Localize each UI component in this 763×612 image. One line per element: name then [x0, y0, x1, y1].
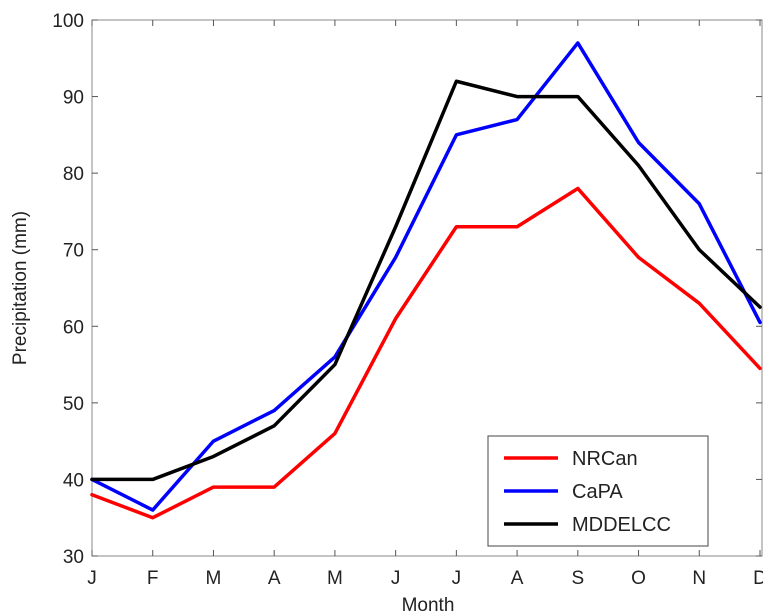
series-line-capa	[90, 41, 762, 512]
series-line-mddelcc	[90, 79, 762, 482]
x-tick-label: A	[268, 568, 281, 589]
x-tick-label: M	[327, 568, 343, 589]
x-tick-label: N	[692, 568, 706, 589]
y-tick-label: 80	[63, 164, 84, 185]
x-tick-label: D	[753, 568, 763, 589]
x-tick-label: A	[511, 568, 524, 589]
y-tick-label: 60	[63, 317, 84, 338]
x-tick-label: J	[391, 568, 401, 589]
x-axis-title: Month	[402, 595, 455, 612]
series-line-nrcan	[90, 186, 762, 520]
x-tick-label: O	[631, 568, 646, 589]
y-tick-label: 70	[63, 241, 84, 262]
y-tick-label: 100	[52, 11, 84, 32]
x-tick-label: J	[452, 568, 462, 589]
y-tick-label: 40	[63, 470, 84, 491]
series-lines	[90, 41, 762, 520]
y-tick-label: 50	[63, 394, 84, 415]
legend-label-mddelcc: MDDELCC	[572, 514, 671, 536]
x-tick-label: J	[87, 568, 97, 589]
legend: NRCan CaPA MDDELCC	[487, 435, 709, 547]
legend-label-capa: CaPA	[572, 481, 623, 503]
y-axis-title: Precipitation (mm)	[10, 211, 31, 365]
x-tick-label: S	[571, 568, 584, 589]
y-tick-label: 90	[63, 88, 84, 109]
y-tick-label: 30	[63, 547, 84, 568]
legend-label-nrcan: NRCan	[572, 448, 638, 470]
y-axis-ticks: 30 40 50 60 70 80 90 100	[52, 11, 762, 568]
x-tick-label: M	[206, 568, 222, 589]
x-tick-label: F	[147, 568, 159, 589]
